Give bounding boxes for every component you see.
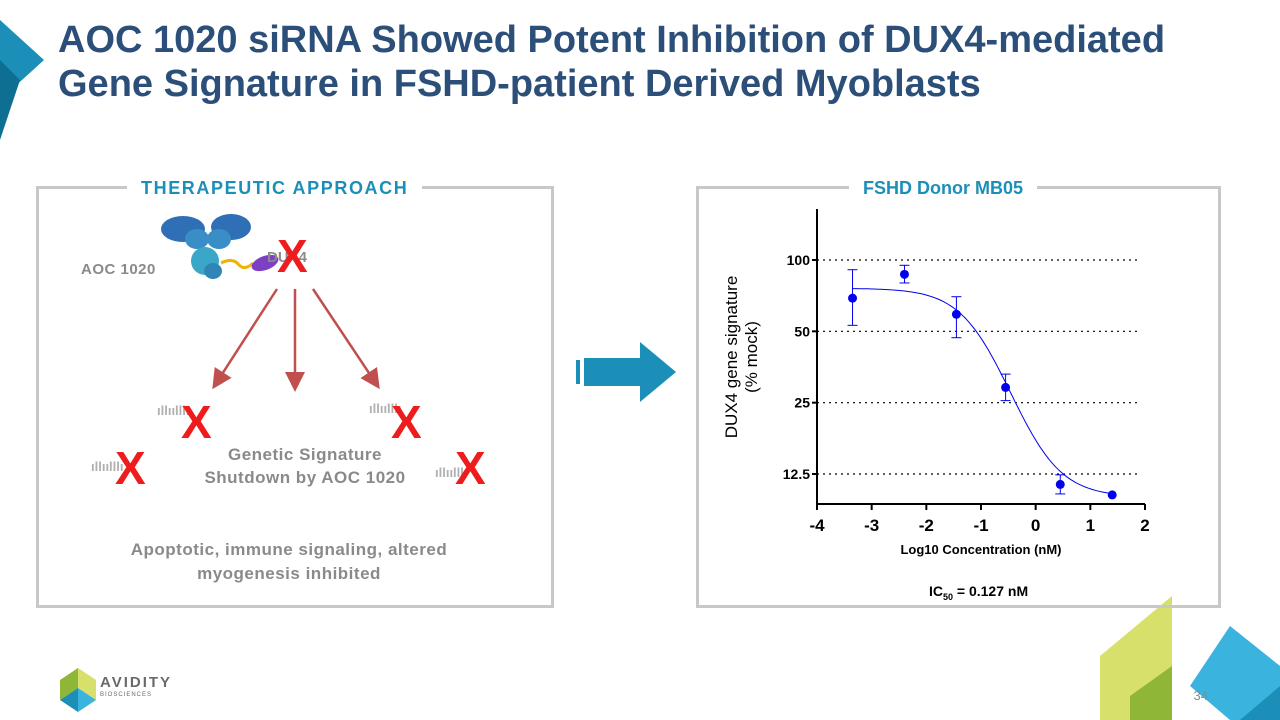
aoc-label: AOC 1020 — [81, 261, 156, 278]
x-tick-label: -4 — [809, 516, 825, 535]
x-tick-label: -2 — [919, 516, 934, 535]
rna-icon: ıllıılllı — [91, 459, 124, 474]
data-point — [899, 269, 909, 279]
signature-x-mark: X — [181, 396, 212, 448]
dose-response-chart: 12.5 25 50 100 -4 -3 -2 -1 0 1 2 Log10 Concentratio… — [722, 209, 1150, 557]
x-tick-label: 0 — [1031, 516, 1040, 535]
data-point — [1001, 382, 1011, 392]
x-tick-label: 1 — [1086, 516, 1095, 535]
therapeutic-approach-panel: THERAPEUTIC APPROACH AOC 1020 DUX4 X ıll… — [36, 177, 554, 608]
ic50-annotation: IC50 = 0.127 nM — [929, 583, 1028, 602]
dux4-label: DUX4 — [267, 249, 308, 266]
y-tick-label: 25 — [794, 395, 810, 411]
page-number: 34 — [1193, 688, 1208, 703]
signature-x-mark: X — [115, 442, 146, 494]
ic50-prefix: IC — [929, 583, 943, 599]
signature-line-2: Shutdown by AOC 1020 — [204, 468, 406, 487]
outcome-line-1: Apoptotic, immune signaling, altered — [130, 540, 448, 559]
signature-line-1: Genetic Signature — [228, 445, 382, 464]
dux4-x-mark: X — [277, 230, 308, 282]
data-point — [848, 293, 858, 303]
data-point — [951, 309, 961, 319]
fshd-donor-panel: FSHD Donor MB05 12.5 25 50 100 -4 -3 -2 -1 0 1 2 Lo… — [696, 177, 1221, 608]
brand-name: AVIDITY — [100, 674, 173, 691]
y-tick-label: 12.5 — [783, 466, 810, 482]
ic50-subscript: 50 — [943, 591, 954, 602]
y-tick-label: 100 — [787, 252, 811, 268]
corner-decoration-top-left — [0, 20, 44, 140]
corner-decoration-bottom-right — [1100, 596, 1280, 720]
panel-heading: FSHD Donor MB05 — [849, 177, 1038, 199]
data-point — [1107, 490, 1117, 500]
brand-subtitle: BIOSCIENCES — [100, 692, 153, 698]
panel-heading: THERAPEUTIC APPROACH — [127, 177, 423, 199]
y-axis-label: (% mock) — [742, 321, 761, 393]
x-tick-label: -1 — [973, 516, 988, 535]
signal-arrows — [212, 288, 380, 392]
x-axis-label: Log10 Concentration (nM) — [900, 542, 1061, 557]
right-arrow-icon — [576, 342, 676, 402]
data-point — [1055, 479, 1065, 489]
ic50-value: = 0.127 nM — [953, 583, 1029, 599]
signature-x-mark: X — [455, 442, 486, 494]
x-tick-label: -3 — [864, 516, 879, 535]
rna-icon: ıllıılllı — [435, 465, 468, 480]
outcome-line-2: myogenesis inhibited — [197, 564, 381, 583]
x-tick-label: 2 — [1140, 516, 1149, 535]
signature-x-mark: X — [391, 396, 422, 448]
antibody-icon — [161, 214, 279, 279]
avidity-logo-icon — [60, 668, 96, 712]
y-axis-label: DUX4 gene signature — [722, 276, 741, 439]
slide-title: AOC 1020 siRNA Showed Potent Inhibition … — [58, 19, 1166, 105]
rna-icon: ıllıılllı — [369, 401, 402, 416]
fit-curve — [852, 288, 1113, 495]
rna-icon: ıllıılllı — [157, 403, 190, 418]
y-tick-label: 50 — [794, 323, 810, 339]
